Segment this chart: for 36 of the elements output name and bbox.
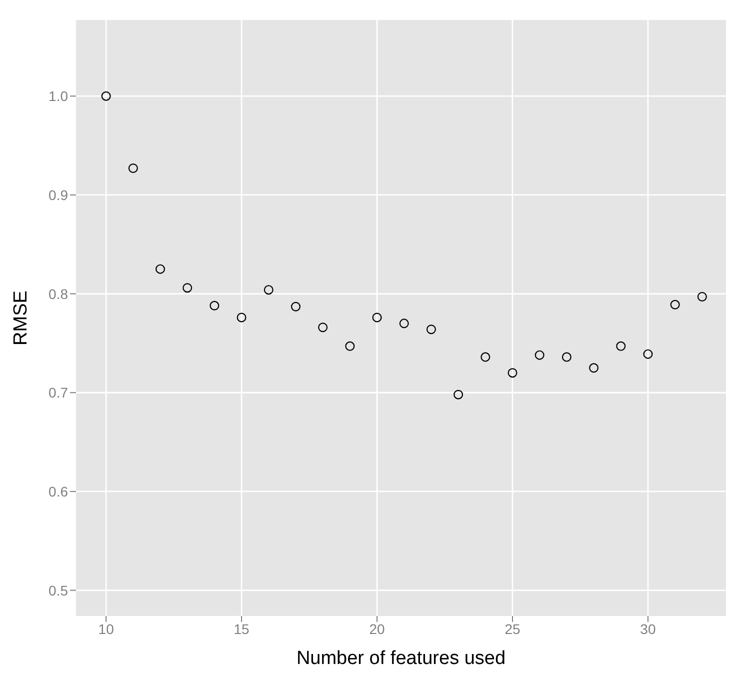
y-axis-title: RMSE [10, 290, 32, 346]
point [101, 91, 111, 101]
x-tick-label: 25 [504, 620, 520, 637]
point [534, 350, 544, 360]
point [426, 324, 436, 334]
point [399, 318, 409, 328]
point [290, 302, 300, 312]
point [236, 312, 246, 322]
x-tick-label: 10 [98, 620, 114, 637]
point [562, 352, 572, 362]
x-tick-label: 20 [369, 620, 386, 637]
point [643, 349, 653, 359]
point [182, 283, 192, 293]
point [318, 322, 328, 332]
point [697, 292, 707, 302]
point [345, 341, 355, 351]
point [670, 300, 680, 310]
point [480, 352, 490, 362]
x-tick-label: 15 [234, 620, 250, 637]
point [372, 312, 382, 322]
y-tick-label: 0.8 [48, 286, 68, 302]
y-tick-label: 0.5 [48, 582, 68, 598]
point [156, 264, 166, 274]
x-axis-title: Number of features used [296, 648, 506, 669]
x-tick-label: 30 [640, 620, 656, 637]
y-tick-label: 0.6 [48, 483, 68, 500]
point [454, 390, 464, 400]
y-tick-label: 0.7 [48, 384, 68, 401]
y-tick-label: 0.9 [48, 186, 68, 203]
point [589, 363, 599, 373]
point [210, 300, 220, 310]
point [128, 164, 138, 174]
y-tick-label: 1.0 [48, 88, 68, 104]
point [616, 341, 626, 351]
point [508, 368, 518, 378]
point [264, 285, 274, 295]
